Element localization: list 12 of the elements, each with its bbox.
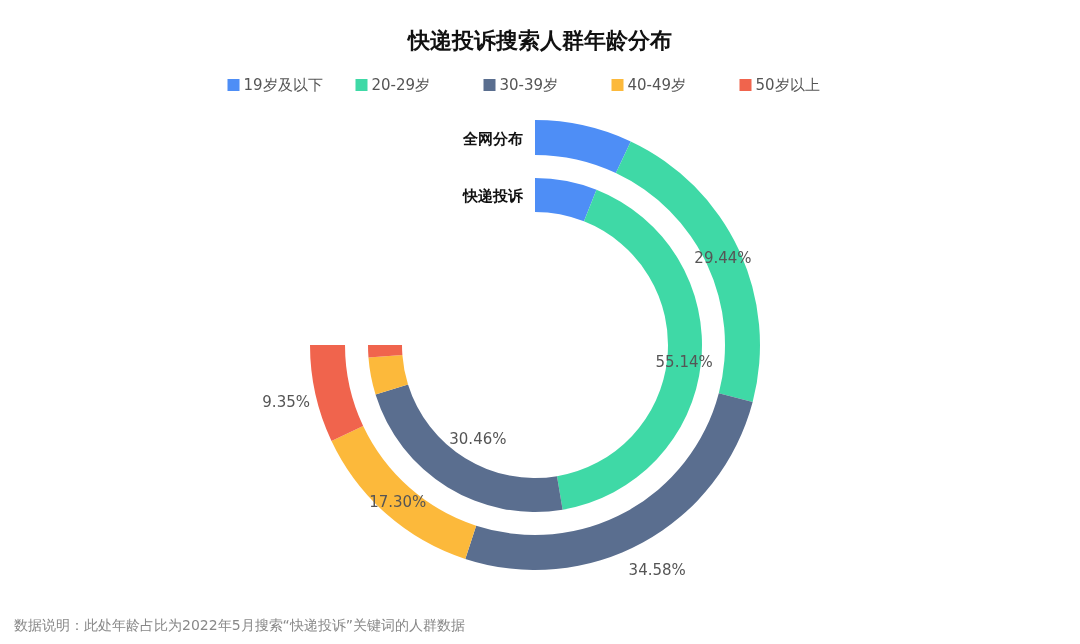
slice-label: 快递投诉	[462, 187, 524, 205]
legend-label: 20-29岁	[371, 76, 431, 94]
text: 数据说明：此处年龄占比为2022年5月搜索“快递投诉”关键词的人群数据	[14, 617, 466, 633]
slice-label: 全网分布	[462, 129, 523, 148]
legend-label: 50岁以上	[755, 76, 820, 94]
legend-label: 40-49岁	[627, 76, 687, 94]
legend-label: 19岁及以下	[243, 76, 323, 94]
data-label: 34.58%	[628, 560, 686, 579]
data-label: 30.46%	[449, 429, 507, 448]
legend-label: 30-39岁	[499, 76, 559, 94]
data-label: 9.35%	[262, 392, 310, 411]
chart-title: 快递投诉搜索人群年龄分布	[406, 28, 672, 53]
